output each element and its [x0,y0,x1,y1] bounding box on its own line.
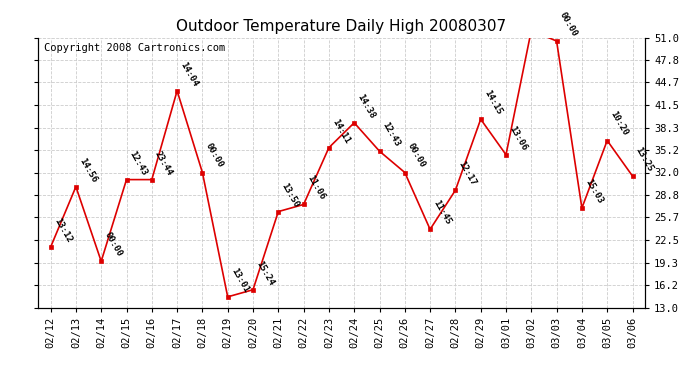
Title: Outdoor Temperature Daily High 20080307: Outdoor Temperature Daily High 20080307 [177,18,506,33]
Text: 12:43: 12:43 [381,121,402,148]
Text: 15:24: 15:24 [255,259,275,287]
Text: 11:06: 11:06 [305,174,326,202]
Text: 11:45: 11:45 [431,199,453,226]
Text: 13:01: 13:01 [229,266,250,294]
Text: 00:00: 00:00 [103,231,124,258]
Text: 14:15: 14:15 [482,88,503,116]
Text: 12:17: 12:17 [457,160,478,188]
Text: 23:44: 23:44 [153,149,175,177]
Text: 00:00: 00:00 [204,142,225,170]
Text: 00:00: 00:00 [558,10,579,38]
Text: Copyright 2008 Cartronics.com: Copyright 2008 Cartronics.com [44,43,225,53]
Text: 13:06: 13:06 [507,124,529,152]
Text: 13:25: 13:25 [634,146,655,173]
Text: 14:11: 14:11 [331,117,351,145]
Text: 13:50: 13:50 [279,181,301,209]
Text: 14:38: 14:38 [355,92,377,120]
Text: 22:07: 22:07 [0,374,1,375]
Text: 00:00: 00:00 [406,142,427,170]
Text: 14:56: 14:56 [77,156,99,184]
Text: 14:04: 14:04 [179,60,199,88]
Text: 15:03: 15:03 [583,177,604,205]
Text: 10:20: 10:20 [609,110,630,138]
Text: 12:43: 12:43 [128,149,149,177]
Text: 13:12: 13:12 [52,216,73,244]
